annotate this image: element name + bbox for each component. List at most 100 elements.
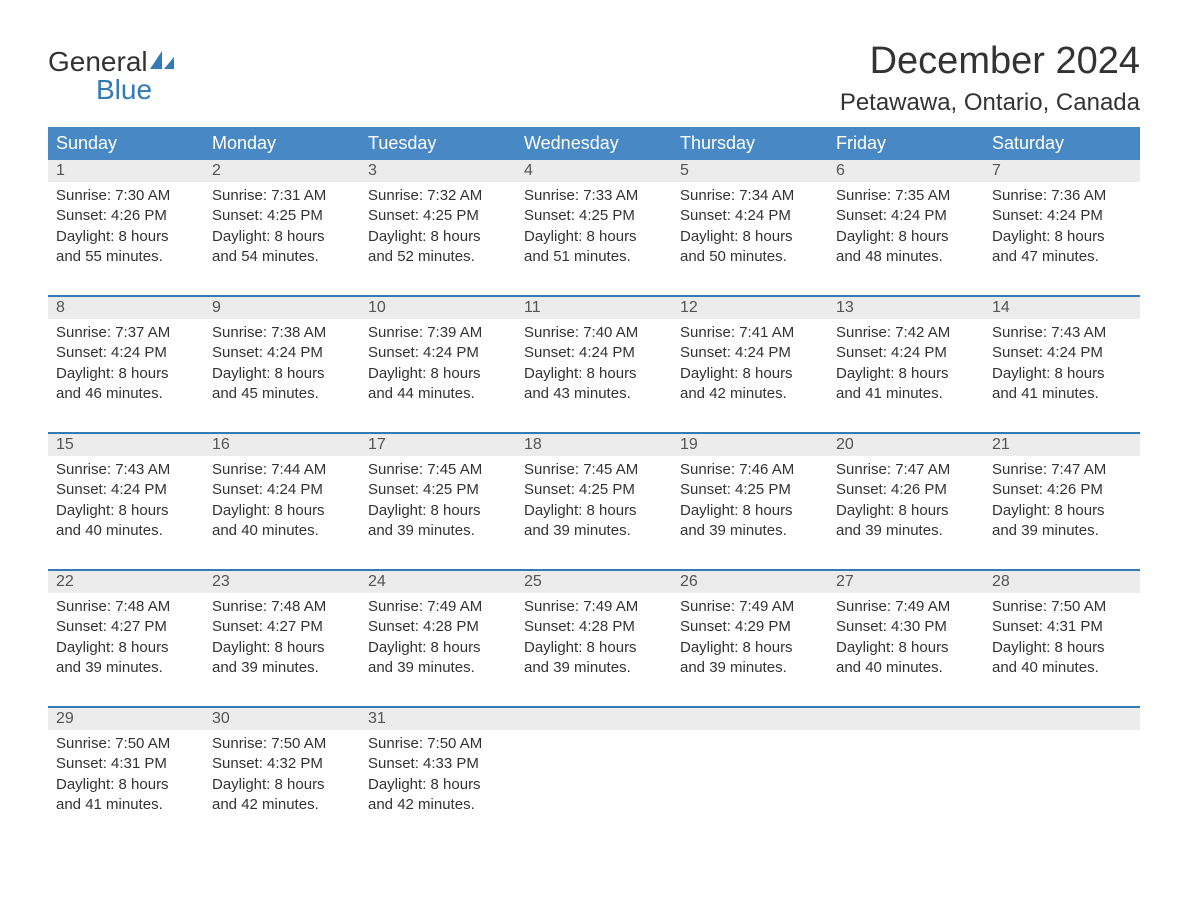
calendar-body: 1234567Sunrise: 7:30 AMSunset: 4:26 PMDa… xyxy=(48,160,1140,843)
column-header: Monday xyxy=(204,127,360,160)
daylight-text-2: and 40 minutes. xyxy=(836,658,976,678)
sunset-text: Sunset: 4:26 PM xyxy=(992,480,1132,500)
day-number: 27 xyxy=(828,571,984,593)
day-cell: Sunrise: 7:38 AMSunset: 4:24 PMDaylight:… xyxy=(204,319,360,433)
day-number xyxy=(672,708,828,730)
day-number: 22 xyxy=(48,571,204,593)
daylight-text-1: Daylight: 8 hours xyxy=(992,638,1132,658)
daylight-text-2: and 44 minutes. xyxy=(368,384,508,404)
day-number: 8 xyxy=(48,297,204,319)
sunset-text: Sunset: 4:25 PM xyxy=(680,480,820,500)
sunset-text: Sunset: 4:33 PM xyxy=(368,754,508,774)
daylight-text-1: Daylight: 8 hours xyxy=(368,775,508,795)
daylight-text-2: and 39 minutes. xyxy=(992,521,1132,541)
sunset-text: Sunset: 4:25 PM xyxy=(212,206,352,226)
sunrise-text: Sunrise: 7:30 AM xyxy=(56,186,196,206)
sunset-text: Sunset: 4:24 PM xyxy=(524,343,664,363)
day-number: 25 xyxy=(516,571,672,593)
daylight-text-1: Daylight: 8 hours xyxy=(212,638,352,658)
daylight-text-1: Daylight: 8 hours xyxy=(680,227,820,247)
sunset-text: Sunset: 4:24 PM xyxy=(212,343,352,363)
sunset-text: Sunset: 4:31 PM xyxy=(992,617,1132,637)
day-number: 29 xyxy=(48,708,204,730)
daylight-text-1: Daylight: 8 hours xyxy=(836,501,976,521)
sunrise-text: Sunrise: 7:46 AM xyxy=(680,460,820,480)
day-cell xyxy=(828,730,984,843)
day-cell xyxy=(672,730,828,843)
daylight-text-2: and 39 minutes. xyxy=(368,521,508,541)
sunrise-text: Sunrise: 7:32 AM xyxy=(368,186,508,206)
day-content-row: Sunrise: 7:37 AMSunset: 4:24 PMDaylight:… xyxy=(48,319,1140,433)
day-number xyxy=(516,708,672,730)
day-cell: Sunrise: 7:35 AMSunset: 4:24 PMDaylight:… xyxy=(828,182,984,296)
daylight-text-2: and 55 minutes. xyxy=(56,247,196,267)
daylight-text-2: and 41 minutes. xyxy=(992,384,1132,404)
daylight-text-2: and 39 minutes. xyxy=(680,521,820,541)
sunrise-text: Sunrise: 7:39 AM xyxy=(368,323,508,343)
sunrise-text: Sunrise: 7:50 AM xyxy=(992,597,1132,617)
day-number: 1 xyxy=(48,160,204,182)
daylight-text-1: Daylight: 8 hours xyxy=(524,227,664,247)
day-content-row: Sunrise: 7:48 AMSunset: 4:27 PMDaylight:… xyxy=(48,593,1140,707)
daylight-text-1: Daylight: 8 hours xyxy=(524,638,664,658)
daylight-text-1: Daylight: 8 hours xyxy=(368,364,508,384)
day-number: 5 xyxy=(672,160,828,182)
column-header: Sunday xyxy=(48,127,204,160)
daylight-text-2: and 39 minutes. xyxy=(212,658,352,678)
day-number: 9 xyxy=(204,297,360,319)
daylight-text-2: and 52 minutes. xyxy=(368,247,508,267)
daylight-text-2: and 39 minutes. xyxy=(524,658,664,678)
day-number-row: 891011121314 xyxy=(48,297,1140,319)
day-cell: Sunrise: 7:45 AMSunset: 4:25 PMDaylight:… xyxy=(516,456,672,570)
header: General Blue December 2024 Petawawa, Ont… xyxy=(48,40,1140,117)
day-cell xyxy=(984,730,1140,843)
title-block: December 2024 Petawawa, Ontario, Canada xyxy=(840,40,1140,117)
daylight-text-1: Daylight: 8 hours xyxy=(680,364,820,384)
sunrise-text: Sunrise: 7:47 AM xyxy=(992,460,1132,480)
daylight-text-1: Daylight: 8 hours xyxy=(212,227,352,247)
logo-sail-icon xyxy=(148,49,176,75)
sunrise-text: Sunrise: 7:43 AM xyxy=(56,460,196,480)
day-number-row: 22232425262728 xyxy=(48,571,1140,593)
daylight-text-1: Daylight: 8 hours xyxy=(524,364,664,384)
daylight-text-1: Daylight: 8 hours xyxy=(836,638,976,658)
day-cell: Sunrise: 7:36 AMSunset: 4:24 PMDaylight:… xyxy=(984,182,1140,296)
column-header: Thursday xyxy=(672,127,828,160)
day-number: 26 xyxy=(672,571,828,593)
day-number xyxy=(828,708,984,730)
day-number: 10 xyxy=(360,297,516,319)
day-number: 17 xyxy=(360,434,516,456)
daylight-text-2: and 42 minutes. xyxy=(680,384,820,404)
day-cell: Sunrise: 7:44 AMSunset: 4:24 PMDaylight:… xyxy=(204,456,360,570)
sunset-text: Sunset: 4:24 PM xyxy=(992,206,1132,226)
sunrise-text: Sunrise: 7:50 AM xyxy=(56,734,196,754)
day-number: 12 xyxy=(672,297,828,319)
daylight-text-1: Daylight: 8 hours xyxy=(212,775,352,795)
daylight-text-2: and 51 minutes. xyxy=(524,247,664,267)
daylight-text-1: Daylight: 8 hours xyxy=(56,501,196,521)
daylight-text-1: Daylight: 8 hours xyxy=(368,227,508,247)
daylight-text-1: Daylight: 8 hours xyxy=(212,501,352,521)
day-cell: Sunrise: 7:48 AMSunset: 4:27 PMDaylight:… xyxy=(204,593,360,707)
day-cell: Sunrise: 7:34 AMSunset: 4:24 PMDaylight:… xyxy=(672,182,828,296)
calendar-header: SundayMondayTuesdayWednesdayThursdayFrid… xyxy=(48,127,1140,160)
sunrise-text: Sunrise: 7:49 AM xyxy=(836,597,976,617)
daylight-text-2: and 39 minutes. xyxy=(56,658,196,678)
daylight-text-1: Daylight: 8 hours xyxy=(524,501,664,521)
daylight-text-2: and 54 minutes. xyxy=(212,247,352,267)
day-content-row: Sunrise: 7:43 AMSunset: 4:24 PMDaylight:… xyxy=(48,456,1140,570)
sunset-text: Sunset: 4:25 PM xyxy=(368,480,508,500)
column-header: Saturday xyxy=(984,127,1140,160)
day-number: 28 xyxy=(984,571,1140,593)
sunrise-text: Sunrise: 7:50 AM xyxy=(212,734,352,754)
day-number: 20 xyxy=(828,434,984,456)
daylight-text-2: and 42 minutes. xyxy=(212,795,352,815)
day-number: 6 xyxy=(828,160,984,182)
daylight-text-1: Daylight: 8 hours xyxy=(56,775,196,795)
sunrise-text: Sunrise: 7:49 AM xyxy=(680,597,820,617)
day-number: 14 xyxy=(984,297,1140,319)
daylight-text-2: and 47 minutes. xyxy=(992,247,1132,267)
daylight-text-2: and 40 minutes. xyxy=(992,658,1132,678)
daylight-text-2: and 43 minutes. xyxy=(524,384,664,404)
sunrise-text: Sunrise: 7:33 AM xyxy=(524,186,664,206)
